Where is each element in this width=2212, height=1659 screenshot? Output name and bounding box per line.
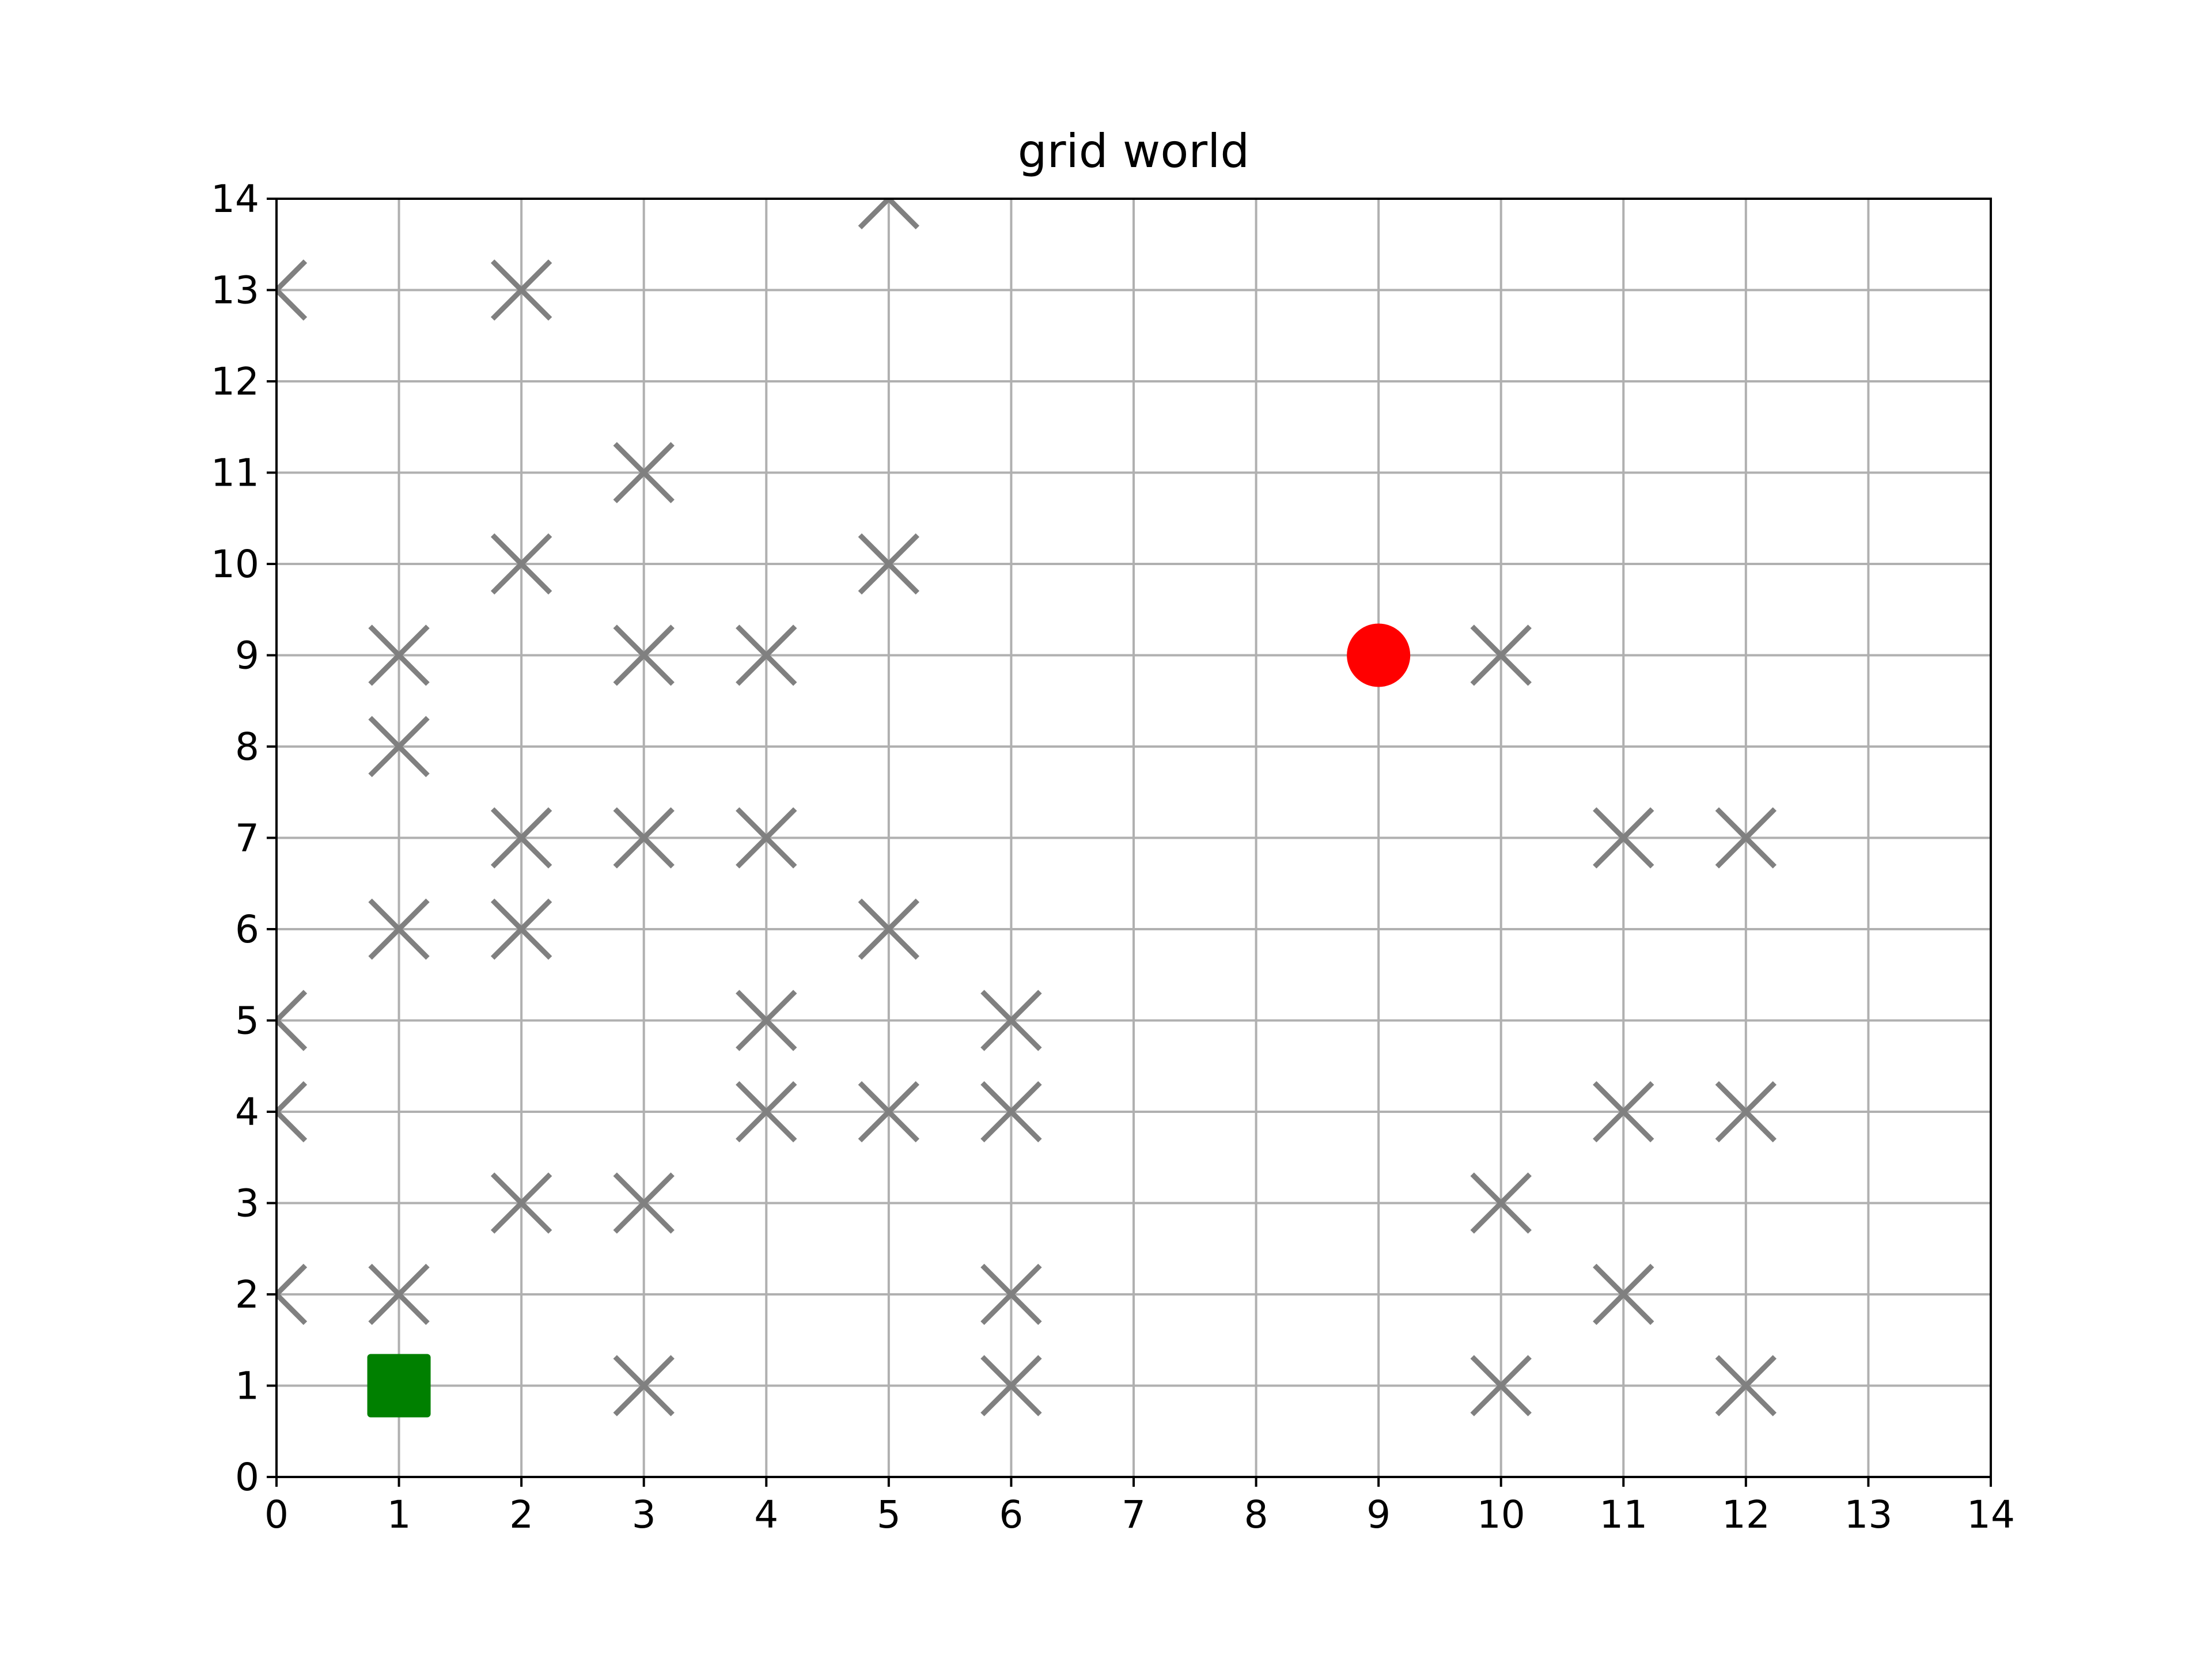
obstacle-x-marker	[858, 898, 920, 960]
obstacle-x-marker	[1593, 1263, 1654, 1325]
obstacle-x-marker	[276, 1263, 308, 1325]
obstacle-x-marker	[368, 898, 430, 960]
obstacle-x-marker	[1715, 1081, 1777, 1143]
obstacle-x-marker	[490, 807, 552, 869]
obstacle-x-marker	[1715, 807, 1777, 869]
obstacle-x-marker	[490, 898, 552, 960]
y-tick-label: 10	[211, 542, 259, 586]
obstacle-x-marker	[736, 624, 797, 686]
y-tick-label: 1	[235, 1364, 259, 1408]
obstacle-x-marker	[736, 1081, 797, 1143]
x-tick-label: 1	[387, 1493, 411, 1537]
obstacle-x-marker	[368, 715, 430, 778]
obstacle-x-marker	[980, 1081, 1042, 1143]
y-tick-label: 0	[235, 1455, 259, 1499]
markers	[276, 199, 1777, 1418]
obstacle-x-marker	[1470, 1355, 1532, 1416]
x-tick-label: 8	[1244, 1493, 1268, 1537]
x-tick-label: 11	[1599, 1493, 1647, 1537]
y-tick-label: 7	[235, 816, 259, 861]
obstacle-x-marker	[490, 533, 552, 595]
obstacle-x-marker	[613, 1355, 675, 1416]
y-tick-label: 11	[211, 451, 259, 495]
x-tick-label: 13	[1844, 1493, 1892, 1537]
obstacle-x-marker	[276, 1081, 308, 1143]
x-tick-label: 7	[1122, 1493, 1146, 1537]
obstacle-x-marker	[736, 990, 797, 1051]
obstacle-x-marker	[1593, 1081, 1654, 1143]
obstacle-x-marker	[490, 259, 552, 321]
x-tick-label: 6	[999, 1493, 1023, 1537]
grid-lines	[275, 198, 1992, 1478]
x-tick-label: 2	[509, 1493, 533, 1537]
obstacle-x-marker	[613, 1172, 675, 1234]
x-tick-label: 3	[632, 1493, 656, 1537]
start-square-marker	[367, 1354, 431, 1418]
obstacle-x-marker	[276, 259, 308, 321]
goal-circle-marker	[1347, 623, 1411, 687]
obstacle-x-marker	[1593, 807, 1654, 869]
y-tick-label: 12	[211, 359, 259, 404]
obstacle-x-marker	[858, 199, 920, 230]
x-tick-label: 0	[264, 1493, 289, 1537]
obstacle-x-marker	[1715, 1355, 1777, 1416]
obstacle-x-marker	[980, 1355, 1042, 1416]
x-tick-label: 9	[1366, 1493, 1391, 1537]
y-tick-label: 9	[235, 634, 259, 678]
obstacle-x-marker	[1470, 624, 1532, 686]
obstacle-x-marker	[368, 624, 430, 686]
y-tick-label: 13	[211, 268, 259, 313]
obstacle-x-marker	[276, 990, 308, 1051]
y-tick-label: 2	[235, 1272, 259, 1317]
obstacle-x-marker	[980, 1263, 1042, 1325]
obstacle-x-marker	[613, 624, 675, 686]
x-tick-label: 12	[1722, 1493, 1770, 1537]
obstacle-x-marker	[736, 807, 797, 869]
chart-title: grid world	[1018, 124, 1249, 178]
y-tick-label: 3	[235, 1181, 259, 1226]
y-tick-label: 14	[211, 177, 259, 221]
obstacle-x-marker	[858, 533, 920, 595]
x-tick-label: 14	[1967, 1493, 2015, 1537]
obstacle-x-marker	[613, 442, 675, 503]
obstacle-x-marker	[613, 807, 675, 869]
obstacle-x-marker	[858, 1081, 920, 1143]
obstacle-x-marker	[368, 1263, 430, 1325]
y-tick-label: 8	[235, 725, 259, 769]
y-tick-label: 5	[235, 999, 259, 1043]
x-tick-label: 5	[877, 1493, 901, 1537]
obstacle-x-marker	[980, 990, 1042, 1051]
y-tick-label: 4	[235, 1090, 259, 1134]
y-tick-label: 6	[235, 907, 259, 952]
obstacle-x-marker	[490, 1172, 552, 1234]
x-tick-label: 10	[1477, 1493, 1525, 1537]
x-tick-label: 4	[754, 1493, 778, 1537]
obstacle-x-marker	[1470, 1172, 1532, 1234]
